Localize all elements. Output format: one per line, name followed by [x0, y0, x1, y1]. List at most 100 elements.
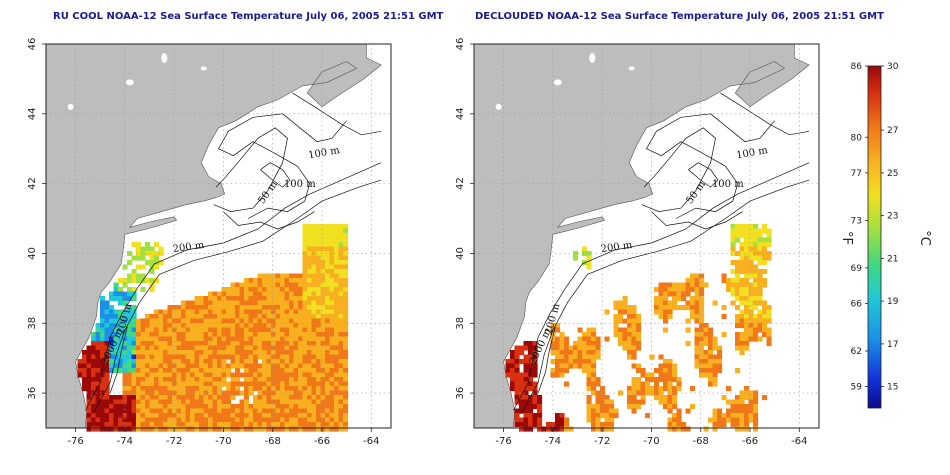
- sst-pixel: [131, 327, 137, 333]
- sst-pixel: [338, 422, 344, 428]
- sst-pixel: [613, 300, 619, 306]
- sst-pixel: [212, 413, 218, 419]
- sst-pixel: [289, 386, 295, 392]
- sst-pixel: [307, 255, 313, 261]
- sst-pixel: [154, 426, 160, 432]
- sst-pixel: [217, 327, 223, 333]
- sst-pixel: [149, 332, 155, 338]
- sst-pixel: [730, 237, 736, 243]
- sst-pixel: [122, 336, 128, 342]
- sst-pixel: [203, 417, 209, 423]
- sst-pixel: [221, 395, 227, 401]
- sst-pixel: [307, 251, 313, 257]
- sst-pixel: [757, 336, 763, 342]
- sst-pixel: [302, 404, 308, 410]
- sst-pixel: [699, 318, 705, 324]
- sst-pixel: [586, 399, 592, 405]
- sst-pixel: [316, 251, 322, 257]
- sst-pixel: [595, 426, 601, 432]
- sst-pixel: [185, 390, 191, 396]
- sst-pixel: [663, 368, 669, 374]
- sst-pixel: [717, 422, 723, 428]
- sst-pixel: [104, 372, 110, 378]
- sst-pixel: [86, 354, 92, 360]
- sst-pixel: [131, 332, 137, 338]
- sst-pixel: [217, 399, 223, 405]
- sst-pixel: [658, 368, 664, 374]
- lake-shape: [200, 66, 207, 71]
- sst-pixel: [537, 399, 543, 405]
- sst-pixel: [262, 368, 268, 374]
- sst-pixel: [343, 390, 349, 396]
- sst-pixel: [528, 377, 534, 383]
- sst-pixel: [284, 404, 290, 410]
- sst-pixel: [109, 408, 115, 414]
- sst-pixel: [636, 336, 642, 342]
- sst-pixel: [244, 350, 250, 356]
- sst-pixel: [136, 413, 142, 419]
- sst-pixel: [266, 309, 272, 315]
- sst-pixel: [334, 426, 340, 432]
- sst-pixel: [194, 417, 200, 423]
- sst-pixel: [235, 408, 241, 414]
- sst-pixel: [573, 255, 579, 261]
- sst-pixel: [316, 255, 322, 261]
- sst-pixel: [221, 314, 227, 320]
- sst-pixel: [131, 372, 137, 378]
- isobath-contour: [109, 326, 128, 394]
- sst-pixel: [537, 395, 543, 401]
- sst-pixel: [100, 350, 106, 356]
- sst-pixel: [676, 386, 682, 392]
- sst-pixel: [86, 422, 92, 428]
- sst-pixel: [676, 377, 682, 383]
- sst-pixel: [685, 305, 691, 311]
- sst-pixel: [248, 363, 254, 369]
- sst-pixel: [280, 282, 286, 288]
- sst-pixel: [528, 359, 534, 365]
- sst-pixel: [645, 413, 651, 419]
- sst-pixel: [298, 318, 304, 324]
- sst-pixel: [226, 404, 232, 410]
- sst-pixel: [293, 327, 299, 333]
- sst-pixel: [266, 422, 272, 428]
- sst-pixel: [163, 422, 169, 428]
- sst-pixel: [600, 408, 606, 414]
- sst-pixel: [735, 296, 741, 302]
- sst-pixel: [194, 318, 200, 324]
- sst-pixel: [329, 359, 335, 365]
- sst-pixel: [591, 354, 597, 360]
- sst-pixel: [766, 309, 772, 315]
- sst-pixel: [320, 269, 326, 275]
- sst-pixel: [343, 417, 349, 423]
- sst-pixel: [235, 323, 241, 329]
- sst-pixel: [275, 332, 281, 338]
- sst-pixel: [113, 422, 119, 428]
- sst-pixel: [145, 278, 151, 284]
- sst-pixel: [537, 413, 543, 419]
- sst-pixel: [564, 359, 570, 365]
- sst-pixel: [257, 291, 263, 297]
- sst-pixel: [735, 404, 741, 410]
- x-tick-label: -72: [166, 436, 182, 447]
- sst-pixel: [343, 287, 349, 293]
- sst-pixel: [316, 345, 322, 351]
- sst-pixel: [199, 399, 205, 405]
- sst-pixel: [284, 359, 290, 365]
- sst-pixel: [307, 291, 313, 297]
- sst-pixel: [113, 291, 119, 297]
- sst-pixel: [136, 318, 142, 324]
- sst-pixel: [302, 413, 308, 419]
- sst-pixel: [712, 381, 718, 387]
- sst-pixel: [217, 395, 223, 401]
- sst-pixel: [230, 309, 236, 315]
- sst-pixel: [262, 300, 268, 306]
- sst-pixel: [334, 291, 340, 297]
- sst-pixel: [334, 255, 340, 261]
- sst-pixel: [199, 318, 205, 324]
- sst-pixel: [631, 381, 637, 387]
- sst-pixel: [140, 426, 146, 432]
- x-tick-label: -68: [693, 436, 709, 447]
- sst-pixel: [167, 309, 173, 315]
- sst-pixel: [113, 332, 119, 338]
- sst-pixel: [221, 336, 227, 342]
